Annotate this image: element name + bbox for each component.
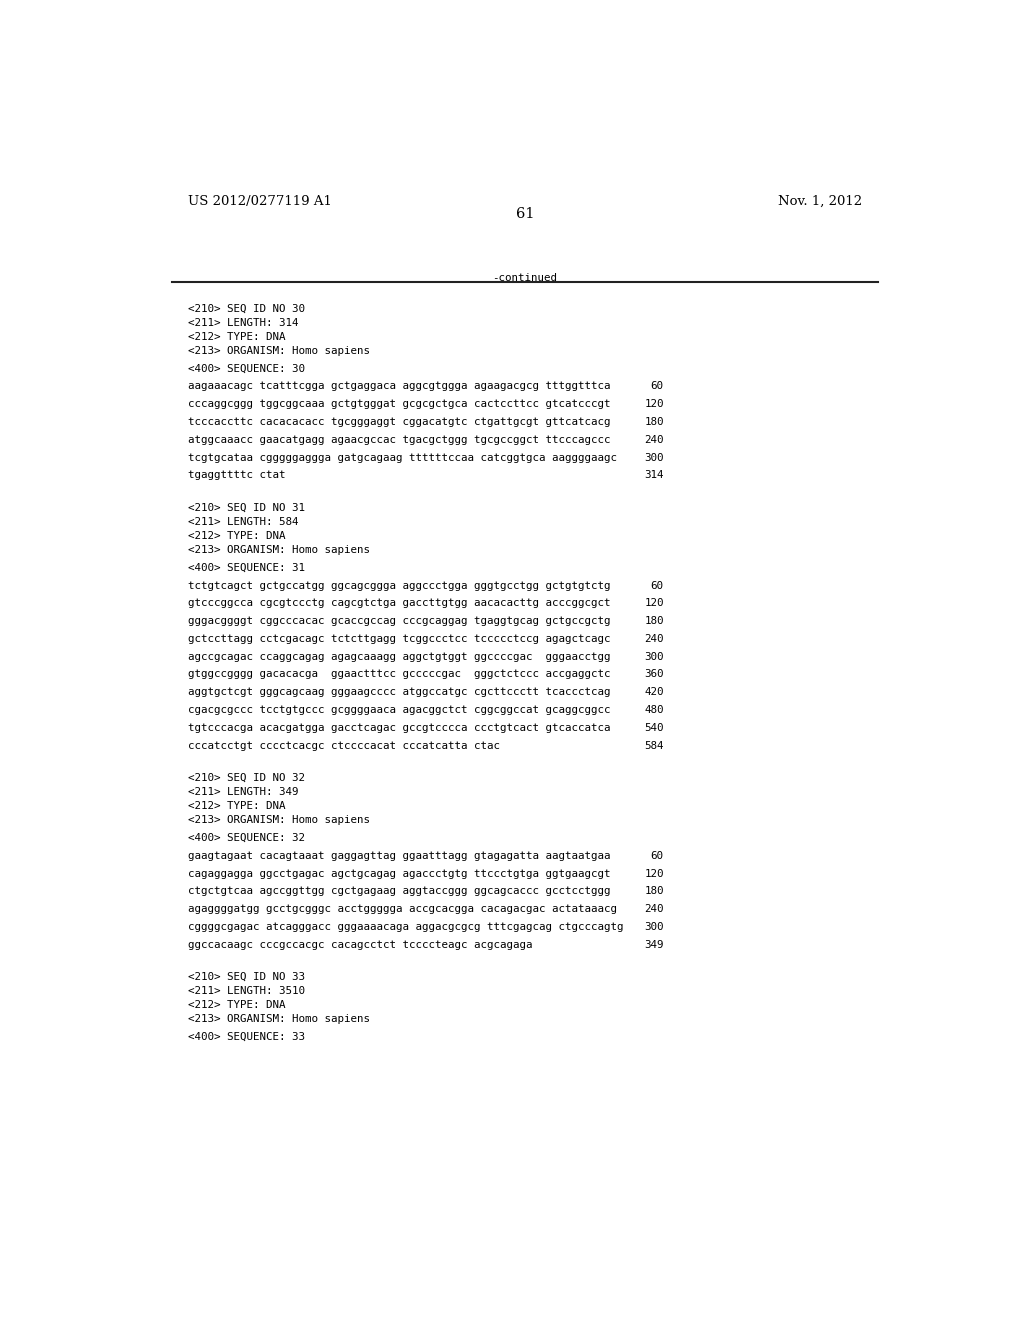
- Text: ctgctgtcaa agccggttgg cgctgagaag aggtaccggg ggcagcaccc gcctcctggg: ctgctgtcaa agccggttgg cgctgagaag aggtacc…: [187, 886, 610, 896]
- Text: cggggcgagac atcagggacc gggaaaacaga aggacgcgcg tttcgagcag ctgcccagtg: cggggcgagac atcagggacc gggaaaacaga aggac…: [187, 921, 623, 932]
- Text: aagaaacagc tcatttcgga gctgaggaca aggcgtggga agaagacgcg tttggtttca: aagaaacagc tcatttcgga gctgaggaca aggcgtg…: [187, 381, 610, 392]
- Text: <400> SEQUENCE: 30: <400> SEQUENCE: 30: [187, 363, 304, 374]
- Text: 240: 240: [644, 634, 664, 644]
- Text: <212> TYPE: DNA: <212> TYPE: DNA: [187, 331, 285, 342]
- Text: 314: 314: [644, 470, 664, 480]
- Text: <212> TYPE: DNA: <212> TYPE: DNA: [187, 1001, 285, 1010]
- Text: <212> TYPE: DNA: <212> TYPE: DNA: [187, 531, 285, 541]
- Text: <210> SEQ ID NO 32: <210> SEQ ID NO 32: [187, 774, 304, 783]
- Text: <211> LENGTH: 349: <211> LENGTH: 349: [187, 787, 298, 797]
- Text: 120: 120: [644, 598, 664, 609]
- Text: 180: 180: [644, 616, 664, 626]
- Text: <213> ORGANISM: Homo sapiens: <213> ORGANISM: Homo sapiens: [187, 1014, 370, 1024]
- Text: Nov. 1, 2012: Nov. 1, 2012: [778, 195, 862, 209]
- Text: 60: 60: [650, 851, 664, 861]
- Text: <211> LENGTH: 3510: <211> LENGTH: 3510: [187, 986, 304, 997]
- Text: cccaggcggg tggcggcaaa gctgtgggat gcgcgctgca cactccttcc gtcatcccgt: cccaggcggg tggcggcaaa gctgtgggat gcgcgct…: [187, 399, 610, 409]
- Text: 360: 360: [644, 669, 664, 680]
- Text: tgaggttttc ctat: tgaggttttc ctat: [187, 470, 285, 480]
- Text: 300: 300: [644, 921, 664, 932]
- Text: 480: 480: [644, 705, 664, 715]
- Text: <211> LENGTH: 584: <211> LENGTH: 584: [187, 517, 298, 527]
- Text: gggacggggt cggcccacac gcaccgccag cccgcaggag tgaggtgcag gctgccgctg: gggacggggt cggcccacac gcaccgccag cccgcag…: [187, 616, 610, 626]
- Text: <210> SEQ ID NO 30: <210> SEQ ID NO 30: [187, 304, 304, 314]
- Text: 349: 349: [644, 940, 664, 949]
- Text: 120: 120: [644, 399, 664, 409]
- Text: atggcaaacc gaacatgagg agaacgccac tgacgctggg tgcgccggct ttcccagccc: atggcaaacc gaacatgagg agaacgccac tgacgct…: [187, 434, 610, 445]
- Text: 300: 300: [644, 652, 664, 661]
- Text: 240: 240: [644, 434, 664, 445]
- Text: <210> SEQ ID NO 33: <210> SEQ ID NO 33: [187, 973, 304, 982]
- Text: tcccaccttc cacacacacc tgcgggaggt cggacatgtc ctgattgcgt gttcatcacg: tcccaccttc cacacacacc tgcgggaggt cggacat…: [187, 417, 610, 426]
- Text: 180: 180: [644, 417, 664, 426]
- Text: tcgtgcataa cgggggaggga gatgcagaag ttttttccaa catcggtgca aaggggaagc: tcgtgcataa cgggggaggga gatgcagaag tttttt…: [187, 453, 616, 462]
- Text: <400> SEQUENCE: 32: <400> SEQUENCE: 32: [187, 833, 304, 843]
- Text: ggccacaagc cccgccacgc cacagcctct tccccteagc acgcagaga: ggccacaagc cccgccacgc cacagcctct tccccte…: [187, 940, 532, 949]
- Text: 60: 60: [650, 381, 664, 392]
- Text: 300: 300: [644, 453, 664, 462]
- Text: tgtcccacga acacgatgga gacctcagac gccgtcccca ccctgtcact gtcaccatca: tgtcccacga acacgatgga gacctcagac gccgtcc…: [187, 723, 610, 733]
- Text: -continued: -continued: [493, 273, 557, 284]
- Text: <213> ORGANISM: Homo sapiens: <213> ORGANISM: Homo sapiens: [187, 545, 370, 554]
- Text: cgacgcgccc tcctgtgccc gcggggaaca agacggctct cggcggccat gcaggcggcc: cgacgcgccc tcctgtgccc gcggggaaca agacggc…: [187, 705, 610, 715]
- Text: 180: 180: [644, 886, 664, 896]
- Text: 61: 61: [515, 207, 535, 222]
- Text: 584: 584: [644, 741, 664, 751]
- Text: <400> SEQUENCE: 33: <400> SEQUENCE: 33: [187, 1032, 304, 1041]
- Text: <210> SEQ ID NO 31: <210> SEQ ID NO 31: [187, 503, 304, 513]
- Text: aggtgctcgt gggcagcaag gggaagcccc atggccatgc cgcttccctt tcaccctcag: aggtgctcgt gggcagcaag gggaagcccc atggcca…: [187, 688, 610, 697]
- Text: gctccttagg cctcgacagc tctcttgagg tcggccctcc tccccctccg agagctcagc: gctccttagg cctcgacagc tctcttgagg tcggccc…: [187, 634, 610, 644]
- Text: gaagtagaat cacagtaaat gaggagttag ggaatttagg gtagagatta aagtaatgaa: gaagtagaat cacagtaaat gaggagttag ggaattt…: [187, 851, 610, 861]
- Text: <212> TYPE: DNA: <212> TYPE: DNA: [187, 801, 285, 812]
- Text: <213> ORGANISM: Homo sapiens: <213> ORGANISM: Homo sapiens: [187, 346, 370, 356]
- Text: cagaggagga ggcctgagac agctgcagag agaccctgtg ttccctgtga ggtgaagcgt: cagaggagga ggcctgagac agctgcagag agaccct…: [187, 869, 610, 879]
- Text: 60: 60: [650, 581, 664, 590]
- Text: 540: 540: [644, 723, 664, 733]
- Text: cccatcctgt cccctcacgc ctccccacat cccatcatta ctac: cccatcctgt cccctcacgc ctccccacat cccatca…: [187, 741, 500, 751]
- Text: agaggggatgg gcctgcgggc acctggggga accgcacgga cacagacgac actataaacg: agaggggatgg gcctgcgggc acctggggga accgca…: [187, 904, 616, 915]
- Text: gtggccgggg gacacacga  ggaactttcc gcccccgac  gggctctccc accgaggctc: gtggccgggg gacacacga ggaactttcc gcccccga…: [187, 669, 610, 680]
- Text: agccgcagac ccaggcagag agagcaaagg aggctgtggt ggccccgac  gggaacctgg: agccgcagac ccaggcagag agagcaaagg aggctgt…: [187, 652, 610, 661]
- Text: US 2012/0277119 A1: US 2012/0277119 A1: [187, 195, 332, 209]
- Text: 120: 120: [644, 869, 664, 879]
- Text: 420: 420: [644, 688, 664, 697]
- Text: 240: 240: [644, 904, 664, 915]
- Text: <213> ORGANISM: Homo sapiens: <213> ORGANISM: Homo sapiens: [187, 816, 370, 825]
- Text: <211> LENGTH: 314: <211> LENGTH: 314: [187, 318, 298, 327]
- Text: <400> SEQUENCE: 31: <400> SEQUENCE: 31: [187, 562, 304, 573]
- Text: tctgtcagct gctgccatgg ggcagcggga aggccctgga gggtgcctgg gctgtgtctg: tctgtcagct gctgccatgg ggcagcggga aggccct…: [187, 581, 610, 590]
- Text: gtcccggcca cgcgtccctg cagcgtctga gaccttgtgg aacacacttg acccggcgct: gtcccggcca cgcgtccctg cagcgtctga gaccttg…: [187, 598, 610, 609]
